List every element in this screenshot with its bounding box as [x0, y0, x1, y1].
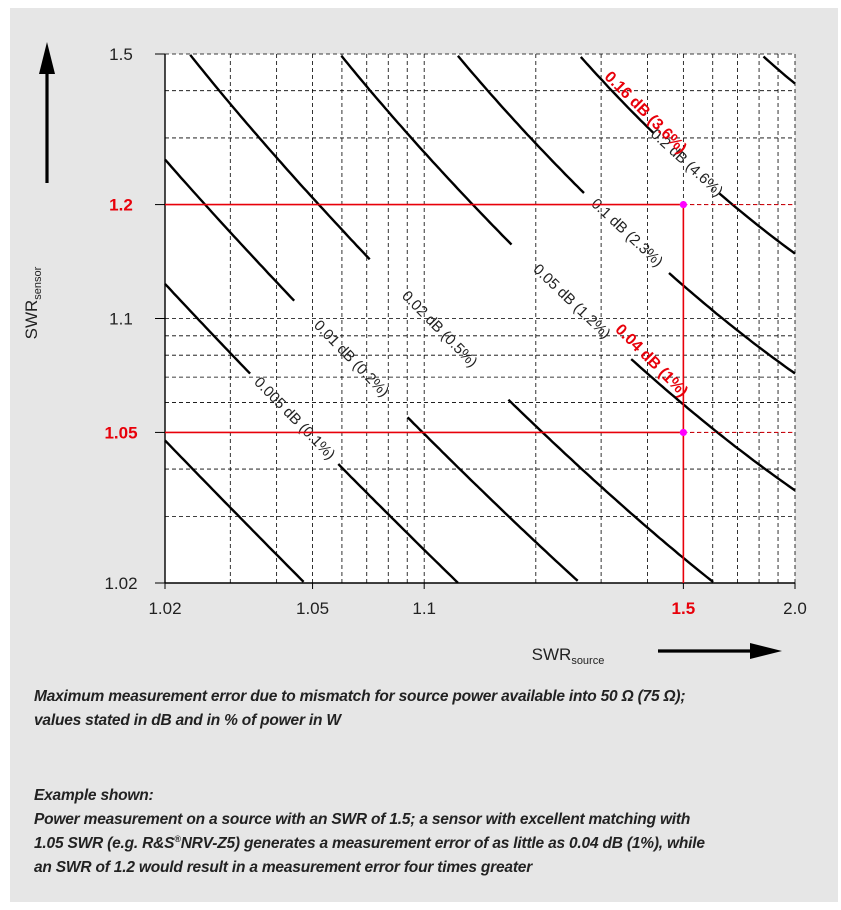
curve-0_05db [340, 55, 513, 246]
mismatch-chart: 0.005 dB (0.1%)0.01 dB (0.2%) 0.02 dB (0.… [22, 42, 807, 667]
figure-panel: 0.005 dB (0.1%) 0.01 dB (0.2%) 0.02 dB (0.… [10, 8, 838, 902]
example-line-2b: NRV-Z5) generates a measurement error of… [180, 835, 705, 852]
x-axis-title-sub: source [571, 655, 604, 667]
curve-0_005db [164, 283, 251, 375]
error-curves [164, 54, 796, 584]
svg-text:SWRsource: SWRsource [532, 645, 605, 667]
x-axis-title-main: SWR [532, 645, 572, 664]
example-highlight [165, 200, 795, 583]
example-point [679, 428, 687, 437]
x-axis-arrow [658, 643, 782, 659]
curve-unlabeled [762, 55, 796, 85]
curve-unlabeled [164, 439, 305, 583]
y-axis-arrow [39, 42, 55, 183]
tick-labels: 1.02 1.05 1.1 1.5 2.0 1.02 1.05 1.1 1.2 1.5 [104, 45, 806, 618]
curve-0_005db [337, 463, 459, 584]
y-axis-title-sub: sensor [32, 266, 44, 299]
y-tick-label: 1.02 [104, 574, 137, 593]
example-line-1: Power measurement on a source with an SW… [34, 811, 691, 828]
curve-0_1db [456, 55, 585, 194]
x-tick-label: 1.5 [672, 599, 696, 618]
curve-0_05db [630, 358, 796, 492]
y-tick-label: 1.5 [109, 45, 133, 64]
curve-0_2db [718, 192, 796, 255]
y-axis-title-main: SWR [22, 300, 41, 340]
y-tick-label: 1.1 [109, 310, 133, 329]
example-line-2a: 1.05 SWR (e.g. R&S [34, 835, 175, 852]
curve-0_2db [579, 56, 655, 134]
caption-line-1: Maximum measurement error due to mismatc… [34, 688, 686, 705]
example-heading: Example shown: [34, 787, 154, 804]
curve-0_01db [164, 158, 296, 302]
y-tick-label: 1.05 [104, 423, 137, 442]
x-tick-label: 1.05 [296, 599, 329, 618]
example-line-2: 1.05 SWR (e.g. R&S®NRV-Z5) generates a m… [34, 832, 814, 856]
example-line-3: an SWR of 1.2 would result in a measurem… [34, 859, 533, 876]
curve-0_1db [668, 272, 796, 375]
svg-text:SWRsensor: SWRsensor [22, 266, 44, 339]
example-point [679, 200, 687, 209]
x-tick-label: 2.0 [783, 599, 807, 618]
registered-mark: ® [174, 833, 181, 844]
x-tick-label: 1.1 [412, 599, 436, 618]
curve-0_02db [189, 54, 371, 261]
caption-line-2: values stated in dB and in % of power in… [34, 712, 341, 729]
curve-0_01db [406, 416, 579, 582]
figure-caption: Maximum measurement error due to mismatc… [34, 685, 794, 733]
x-axis-title: SWRsource [532, 645, 605, 667]
example-description: Power measurement on a source with an SW… [34, 808, 814, 880]
y-axis-title: SWRsensor [22, 266, 44, 339]
y-tick-label: 1.2 [109, 196, 133, 215]
x-tick-label: 1.02 [148, 599, 181, 618]
